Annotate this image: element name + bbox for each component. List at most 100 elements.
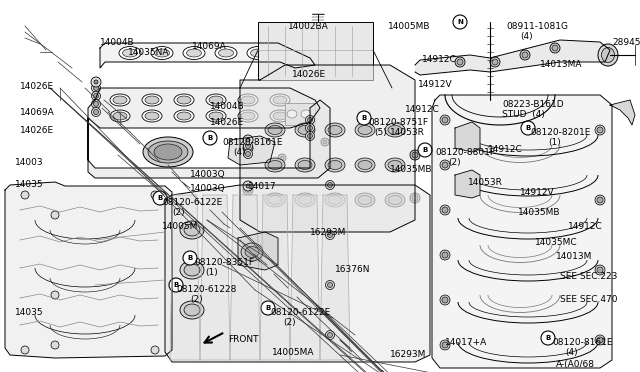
Circle shape bbox=[92, 92, 100, 100]
Ellipse shape bbox=[119, 46, 141, 60]
Text: A-(A0/68: A-(A0/68 bbox=[556, 360, 595, 369]
Circle shape bbox=[326, 280, 335, 289]
Text: 14026E: 14026E bbox=[20, 82, 54, 91]
Text: 14026E: 14026E bbox=[20, 126, 54, 135]
Circle shape bbox=[305, 124, 314, 132]
Text: B: B bbox=[545, 335, 550, 341]
Circle shape bbox=[92, 83, 100, 93]
Circle shape bbox=[245, 145, 251, 151]
Circle shape bbox=[357, 111, 371, 125]
Circle shape bbox=[305, 131, 314, 141]
Text: 14005MB: 14005MB bbox=[388, 22, 431, 31]
Ellipse shape bbox=[273, 96, 287, 104]
Ellipse shape bbox=[180, 221, 204, 239]
Circle shape bbox=[246, 184, 250, 188]
Circle shape bbox=[280, 156, 284, 160]
Ellipse shape bbox=[142, 94, 162, 106]
Circle shape bbox=[418, 143, 432, 157]
Ellipse shape bbox=[238, 110, 258, 122]
Circle shape bbox=[91, 77, 101, 87]
Ellipse shape bbox=[250, 49, 266, 57]
Circle shape bbox=[93, 93, 99, 99]
Circle shape bbox=[595, 335, 605, 345]
Text: STUD  (4): STUD (4) bbox=[502, 110, 545, 119]
Text: 14035MB: 14035MB bbox=[390, 165, 433, 174]
Text: SEE SEC.470: SEE SEC.470 bbox=[560, 295, 618, 304]
Circle shape bbox=[492, 59, 498, 65]
Circle shape bbox=[203, 131, 217, 145]
Text: 14035MB: 14035MB bbox=[518, 208, 561, 217]
Circle shape bbox=[328, 282, 333, 288]
Text: 08911-1081G: 08911-1081G bbox=[506, 22, 568, 31]
Ellipse shape bbox=[602, 48, 614, 62]
Text: B: B bbox=[207, 135, 212, 141]
Polygon shape bbox=[228, 136, 275, 165]
Ellipse shape bbox=[180, 301, 204, 319]
Text: 14912V: 14912V bbox=[520, 188, 555, 197]
Ellipse shape bbox=[388, 196, 402, 205]
Ellipse shape bbox=[385, 158, 405, 172]
Circle shape bbox=[92, 99, 100, 109]
Ellipse shape bbox=[209, 96, 223, 104]
Ellipse shape bbox=[174, 94, 194, 106]
Ellipse shape bbox=[358, 196, 372, 205]
Polygon shape bbox=[200, 195, 230, 360]
Ellipse shape bbox=[238, 94, 258, 106]
Circle shape bbox=[442, 297, 448, 303]
Circle shape bbox=[521, 121, 535, 135]
Text: SEE SEC.223: SEE SEC.223 bbox=[560, 272, 618, 281]
Text: 14004B: 14004B bbox=[210, 102, 244, 111]
Text: 14013MA: 14013MA bbox=[540, 60, 582, 69]
Circle shape bbox=[243, 150, 253, 158]
Ellipse shape bbox=[247, 46, 269, 60]
Circle shape bbox=[153, 191, 167, 205]
Circle shape bbox=[305, 115, 314, 125]
Text: 14035MC: 14035MC bbox=[535, 238, 578, 247]
Circle shape bbox=[457, 59, 463, 65]
Circle shape bbox=[328, 183, 333, 187]
Circle shape bbox=[21, 346, 29, 354]
Text: B: B bbox=[188, 255, 193, 261]
Circle shape bbox=[51, 341, 59, 349]
Text: 08120-8751F: 08120-8751F bbox=[368, 118, 428, 127]
Ellipse shape bbox=[358, 125, 372, 135]
Text: 08120-8201E: 08120-8201E bbox=[530, 128, 590, 137]
Ellipse shape bbox=[206, 110, 226, 122]
Circle shape bbox=[597, 127, 603, 133]
Text: 14035: 14035 bbox=[15, 180, 44, 189]
Text: 16376N: 16376N bbox=[335, 265, 371, 274]
Circle shape bbox=[440, 295, 450, 305]
Circle shape bbox=[442, 117, 448, 123]
Text: 14912C: 14912C bbox=[568, 222, 603, 231]
Polygon shape bbox=[415, 40, 610, 75]
Ellipse shape bbox=[184, 304, 200, 316]
Ellipse shape bbox=[183, 46, 205, 60]
Polygon shape bbox=[88, 100, 330, 178]
Text: B: B bbox=[525, 125, 531, 131]
Circle shape bbox=[245, 187, 251, 193]
Text: 08120-8351F: 08120-8351F bbox=[194, 258, 254, 267]
Ellipse shape bbox=[177, 112, 191, 120]
Polygon shape bbox=[230, 195, 260, 360]
Text: FRONT: FRONT bbox=[228, 335, 259, 344]
Ellipse shape bbox=[328, 125, 342, 135]
Circle shape bbox=[490, 57, 500, 67]
Ellipse shape bbox=[301, 110, 311, 118]
Ellipse shape bbox=[154, 144, 182, 160]
Polygon shape bbox=[260, 195, 290, 360]
Circle shape bbox=[440, 250, 450, 260]
Text: B: B bbox=[422, 147, 428, 153]
Circle shape bbox=[243, 141, 253, 151]
Ellipse shape bbox=[142, 110, 162, 122]
Polygon shape bbox=[238, 232, 278, 270]
Circle shape bbox=[169, 278, 183, 292]
Ellipse shape bbox=[265, 123, 285, 137]
Circle shape bbox=[410, 193, 420, 203]
Ellipse shape bbox=[268, 196, 282, 205]
Ellipse shape bbox=[388, 160, 402, 170]
Ellipse shape bbox=[113, 112, 127, 120]
Circle shape bbox=[307, 134, 312, 138]
Circle shape bbox=[442, 207, 448, 213]
Circle shape bbox=[440, 160, 450, 170]
Text: 14912C: 14912C bbox=[488, 145, 523, 154]
